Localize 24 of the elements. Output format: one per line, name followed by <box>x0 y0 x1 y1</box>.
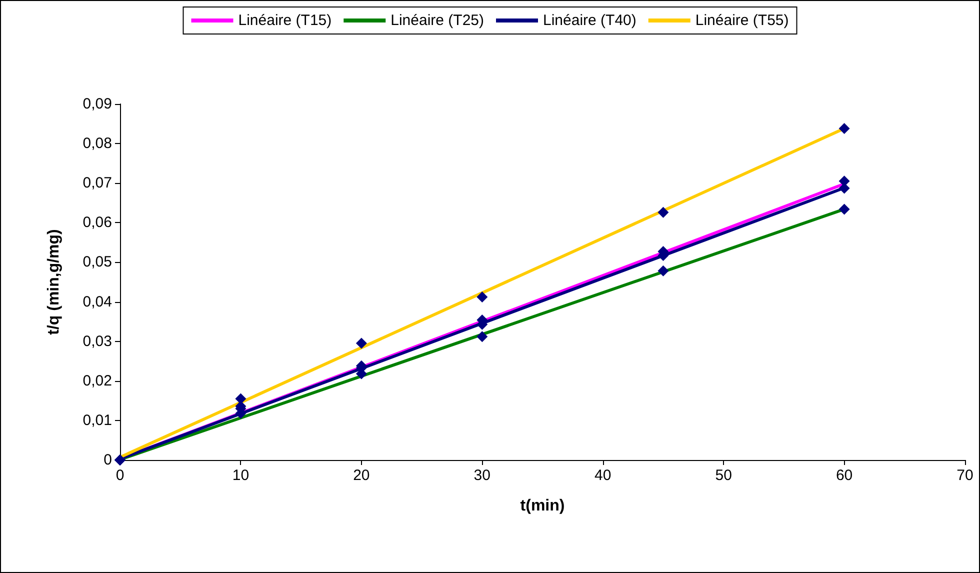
x-tick-label: 40 <box>594 467 612 484</box>
y-tick-label: 0,04 <box>82 293 112 310</box>
y-tick-label: 0 <box>104 452 112 468</box>
y-tick-label: 0,03 <box>82 332 112 350</box>
y-tick-label: 0,05 <box>82 254 112 271</box>
y-tick-label: 0,06 <box>82 214 112 232</box>
y-tick-label: 0,09 <box>82 96 112 112</box>
y-axis-title: t/q (min,g/mg) <box>46 229 62 335</box>
y-tick-label: 0,07 <box>82 174 112 192</box>
x-tick-label: 0 <box>116 467 124 484</box>
legend-label: Linéaire (T40) <box>543 12 636 29</box>
x-tick-label: 50 <box>715 467 732 484</box>
x-tick-label: 70 <box>956 467 974 484</box>
legend-label: Linéaire (T15) <box>238 12 332 29</box>
legend-label: Linéaire (T55) <box>695 12 789 29</box>
x-axis-title: t(min) <box>520 498 565 514</box>
legend-label: Linéaire (T25) <box>390 12 484 29</box>
x-tick-label: 20 <box>353 467 370 484</box>
y-tick-label: 0,08 <box>82 135 112 152</box>
y-tick-label: 0,01 <box>82 412 112 429</box>
x-tick-label: 10 <box>232 467 250 484</box>
y-tick-label: 0,02 <box>82 372 112 390</box>
x-tick-label: 30 <box>474 467 490 484</box>
x-tick-label: 60 <box>836 467 853 484</box>
